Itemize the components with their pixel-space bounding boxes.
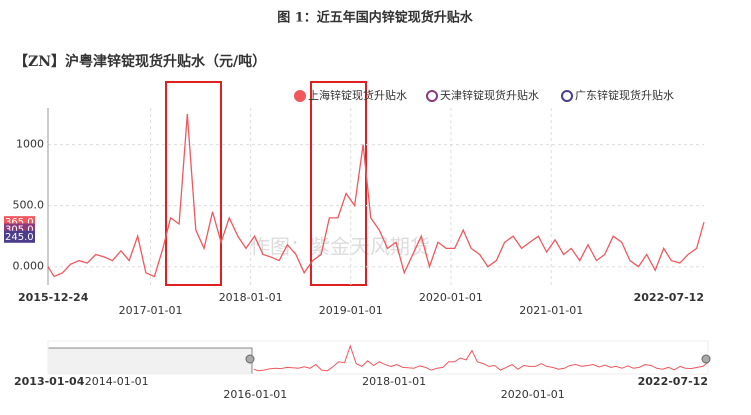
highlight-box bbox=[310, 81, 367, 286]
x-tick-label: 2021-01-01 bbox=[519, 304, 583, 317]
chart-title: 【ZN】沪粤津锌锭现货升贴水（元/吨） bbox=[14, 53, 266, 70]
watermark: 作图：紫金天风期货 bbox=[250, 235, 430, 259]
legend-marker bbox=[561, 90, 573, 102]
x-tick-label: 2020-01-01 bbox=[419, 291, 483, 304]
navigator-window[interactable] bbox=[47, 347, 253, 375]
x-tick-label: 2022-07-12 bbox=[634, 291, 704, 304]
end-value-box bbox=[4, 230, 35, 243]
y-tick-label: 500.0 bbox=[13, 199, 45, 212]
navigator-tick-label: 2013-01-04 bbox=[14, 375, 85, 388]
navigator-line bbox=[253, 344, 709, 372]
end-value-label: 245.0 bbox=[5, 232, 34, 243]
navigator-handle bbox=[245, 354, 255, 364]
y-tick-label: 0.000 bbox=[13, 260, 45, 273]
x-tick-label: 2017-01-01 bbox=[119, 304, 183, 317]
legend-label: 天津锌锭现货升贴水 bbox=[440, 88, 539, 102]
end-value-label: 365.0 bbox=[5, 217, 34, 228]
end-value-label: 305.0 bbox=[5, 224, 34, 235]
legend-label: 上海锌锭现货升贴水 bbox=[308, 88, 407, 102]
highlight-box bbox=[165, 81, 222, 286]
navigator-tick-label: 2016-01-01 bbox=[223, 388, 287, 401]
y-tick-label: 1000 bbox=[16, 138, 44, 151]
navigator-handle bbox=[701, 354, 711, 364]
x-tick-label: 2019-01-01 bbox=[319, 304, 383, 317]
x-tick-label: 2015-12-24 bbox=[18, 291, 89, 304]
page-title: 图 1：近五年国内锌锭现货升贴水 bbox=[277, 10, 474, 26]
navigator-tick-label: 2020-01-01 bbox=[501, 388, 565, 401]
legend-marker bbox=[294, 90, 306, 102]
x-tick-label: 2018-01-01 bbox=[219, 291, 283, 304]
legend-marker bbox=[426, 90, 438, 102]
navigator-tick-label: 2022-07-12 bbox=[638, 375, 708, 388]
series-line bbox=[47, 114, 705, 278]
navigator-tick-label: 2018-01-01 bbox=[362, 375, 426, 388]
navigator-tick-label: 2014-01-01 bbox=[85, 375, 149, 388]
legend-label: 广东锌锭现货升贴水 bbox=[575, 88, 674, 102]
